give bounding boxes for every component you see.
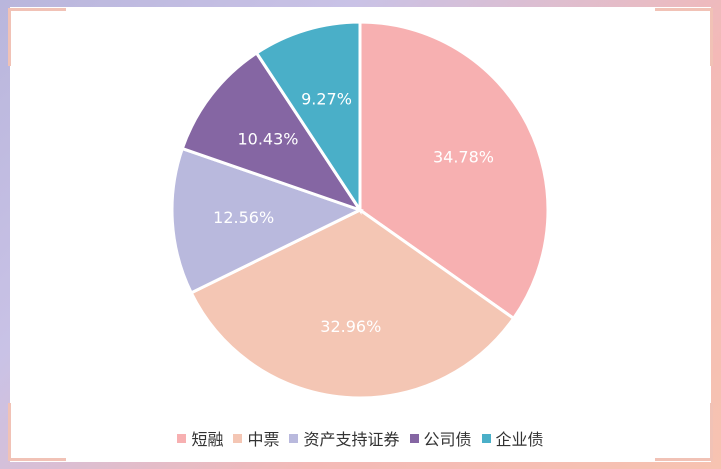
- data-label: 9.27%: [301, 89, 352, 108]
- legend-label: 企业债: [495, 430, 544, 449]
- legend-label: 公司债: [423, 430, 472, 449]
- legend-swatch: [289, 433, 299, 443]
- legend-swatch: [233, 433, 243, 443]
- pie-slice: [180, 50, 364, 213]
- legend: 短融 中票 资产支持证券 公司债 企业债: [0, 426, 721, 450]
- legend-item: 中票: [233, 426, 279, 450]
- legend-item: 短融: [177, 426, 223, 450]
- pie-slice: [189, 208, 516, 400]
- pie-slice: [358, 20, 550, 321]
- legend-item: 资产支持证券: [289, 426, 400, 450]
- legend-swatch: [177, 433, 187, 443]
- data-label: 34.78%: [433, 147, 494, 166]
- data-label: 12.56%: [213, 208, 274, 227]
- legend-item: 企业债: [481, 426, 544, 450]
- legend-swatch: [481, 433, 491, 443]
- legend-swatch: [409, 433, 419, 443]
- pie-slice: [170, 146, 364, 295]
- corner-decoration: [8, 8, 66, 66]
- corner-decoration: [655, 8, 713, 66]
- legend-item: 公司债: [409, 426, 472, 450]
- data-label: 32.96%: [320, 317, 381, 336]
- legend-label: 资产支持证券: [303, 430, 400, 449]
- pie-slice: [254, 20, 362, 216]
- legend-label: 中票: [247, 430, 280, 449]
- corner-decoration: [8, 403, 66, 461]
- legend-label: 短融: [191, 430, 224, 449]
- corner-decoration: [655, 403, 713, 461]
- data-label: 10.43%: [237, 129, 298, 148]
